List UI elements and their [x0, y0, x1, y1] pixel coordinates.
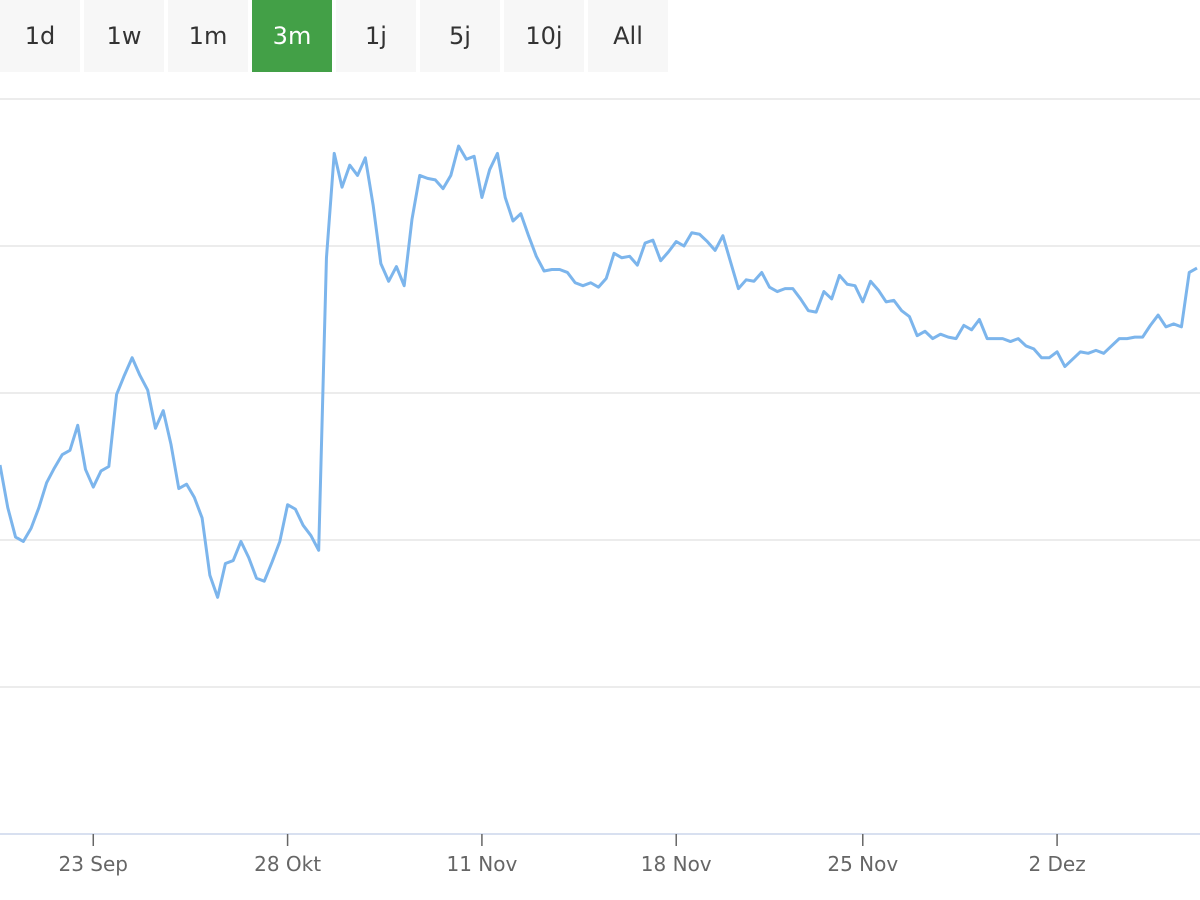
range-button[interactable]: 1d: [0, 0, 80, 72]
line-series: [0, 144, 1198, 599]
range-button[interactable]: 5j: [420, 0, 500, 72]
range-button[interactable]: 10j: [504, 0, 584, 72]
x-tick-label: 25 Nov: [827, 852, 898, 876]
range-button[interactable]: 1w: [84, 0, 164, 72]
x-tick-label: 23 Sep: [59, 852, 129, 876]
range-button[interactable]: 1j: [336, 0, 416, 72]
range-button[interactable]: 3m: [252, 0, 332, 72]
x-tick-label: 28 Okt: [254, 852, 321, 876]
range-button[interactable]: All: [588, 0, 668, 72]
range-button[interactable]: 1m: [168, 0, 248, 72]
x-tick-label: 18 Nov: [641, 852, 712, 876]
x-tick-label: 2 Dez: [1028, 852, 1085, 876]
x-tick-label: 11 Nov: [446, 852, 517, 876]
